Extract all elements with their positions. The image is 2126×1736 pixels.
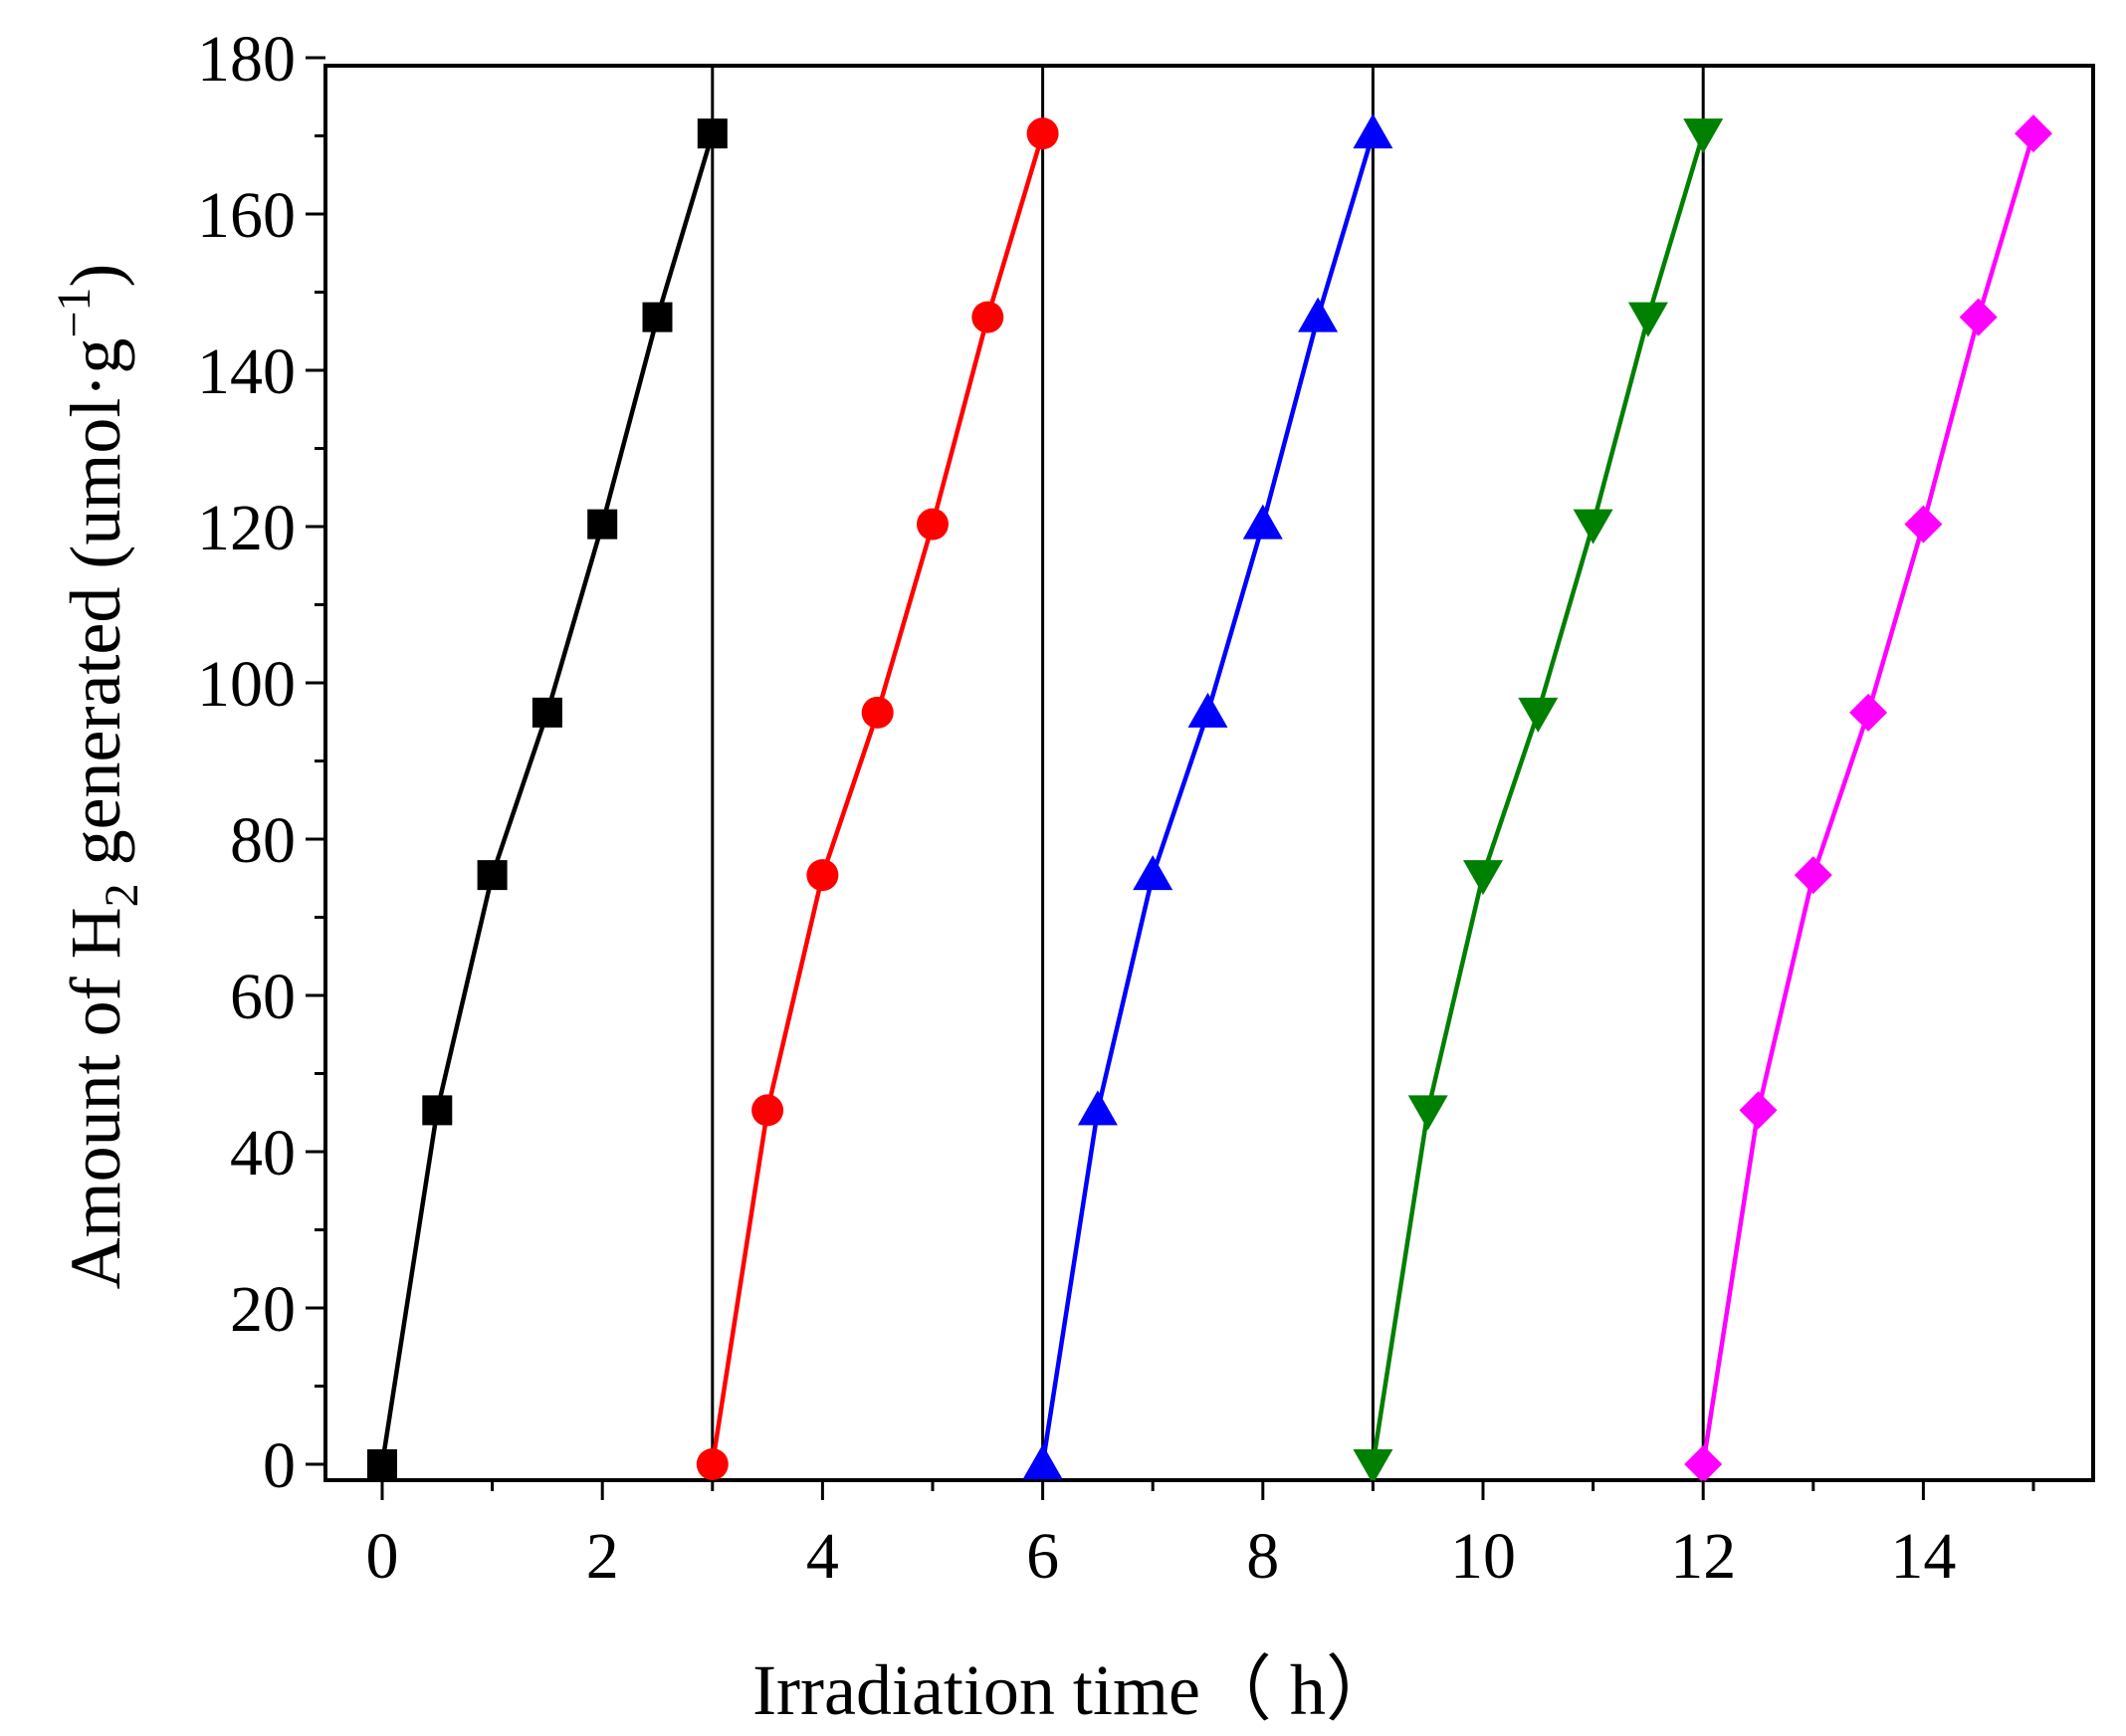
- y-tick-label-40: 40: [230, 1117, 296, 1190]
- series-layer: [367, 113, 2052, 1484]
- series-2-point-1: [696, 1448, 729, 1480]
- series-2-point-4: [861, 696, 894, 729]
- series-5-line: [1700, 132, 2036, 1465]
- series-4-point-1: [1353, 1449, 1393, 1484]
- y-tick-label-160: 160: [197, 179, 296, 252]
- y-tick-label-140: 140: [197, 335, 296, 408]
- series-1-point-7: [697, 118, 728, 149]
- series-3-point-2: [1077, 1090, 1118, 1126]
- y-axis-title-rest: generated (umol·g: [56, 338, 135, 884]
- series-4-point-6: [1627, 302, 1668, 337]
- series-3-point-1: [1022, 1444, 1063, 1479]
- series-1: [367, 118, 728, 1479]
- x-tick-label-0: 0: [366, 1520, 399, 1593]
- series-1-point-2: [422, 1095, 453, 1126]
- x-tick-label-12: 12: [1670, 1520, 1736, 1593]
- series-5-point-5: [1904, 505, 1943, 543]
- series-3-line: [1040, 132, 1376, 1465]
- series-3-point-6: [1298, 297, 1339, 332]
- series-3: [1022, 113, 1393, 1479]
- plot-frame: [323, 64, 2095, 1482]
- series-5-point-3: [1794, 856, 1832, 895]
- y-tick-label-60: 60: [230, 961, 296, 1033]
- y-tick-label-0: 0: [263, 1429, 296, 1502]
- series-3-point-4: [1187, 692, 1228, 728]
- series-2: [696, 117, 1059, 1480]
- y-tick-label-80: 80: [230, 804, 296, 877]
- series-2-point-7: [1026, 117, 1059, 150]
- series-2-point-6: [971, 301, 1004, 333]
- series-5-point-4: [1849, 693, 1888, 732]
- series-1-point-1: [367, 1449, 397, 1479]
- series-5-point-2: [1739, 1091, 1778, 1130]
- x-tick-label-10: 10: [1450, 1520, 1516, 1593]
- x-tick-label-14: 14: [1890, 1520, 1956, 1593]
- series-5-point-6: [1959, 298, 1998, 336]
- series-2-point-2: [751, 1094, 784, 1127]
- x-tick-label-2: 2: [586, 1520, 619, 1593]
- x-tick-label-6: 6: [1026, 1520, 1059, 1593]
- y-axis-title-main: Amount of H: [56, 907, 135, 1289]
- series-4-point-5: [1573, 509, 1613, 544]
- series-4-point-2: [1407, 1095, 1448, 1131]
- y-tick-label-20: 20: [230, 1273, 296, 1346]
- series-2-point-5: [917, 508, 949, 541]
- series-4-line: [1371, 132, 1706, 1465]
- series-4-point-3: [1463, 860, 1503, 896]
- series-1-line: [379, 132, 715, 1465]
- y-tick-label-120: 120: [197, 492, 296, 564]
- series-4: [1353, 118, 1724, 1484]
- y-tick-label-100: 100: [197, 648, 296, 721]
- series-1-point-4: [532, 697, 562, 728]
- series-3-point-7: [1353, 113, 1393, 149]
- y-axis-title-sub: 2: [96, 883, 148, 907]
- y-axis-title: Amount of H2 generated (umol·g−1): [48, 264, 148, 1290]
- series-3-point-5: [1242, 504, 1283, 540]
- series-4-point-7: [1683, 118, 1724, 154]
- x-axis-title: Irradiation time（ h）: [752, 1650, 1397, 1730]
- cycle-dividers: [711, 66, 1705, 1480]
- series-1-point-6: [642, 302, 673, 332]
- x-tick-label-4: 4: [806, 1520, 839, 1593]
- series-3-point-3: [1133, 855, 1173, 891]
- series-4-point-4: [1518, 697, 1559, 733]
- y-tick-label-180: 180: [197, 23, 296, 96]
- series-5-point-1: [1684, 1445, 1723, 1483]
- series-5: [1684, 114, 2052, 1483]
- series-5-point-7: [2015, 114, 2052, 153]
- y-axis-title-sup: −1: [48, 288, 101, 338]
- series-1-point-3: [477, 860, 508, 891]
- series-1-point-5: [587, 509, 618, 540]
- x-tick-label-8: 8: [1246, 1520, 1279, 1593]
- series-2-line: [710, 132, 1045, 1465]
- series-2-point-3: [806, 859, 839, 892]
- y-axis-title-close: ): [56, 264, 135, 288]
